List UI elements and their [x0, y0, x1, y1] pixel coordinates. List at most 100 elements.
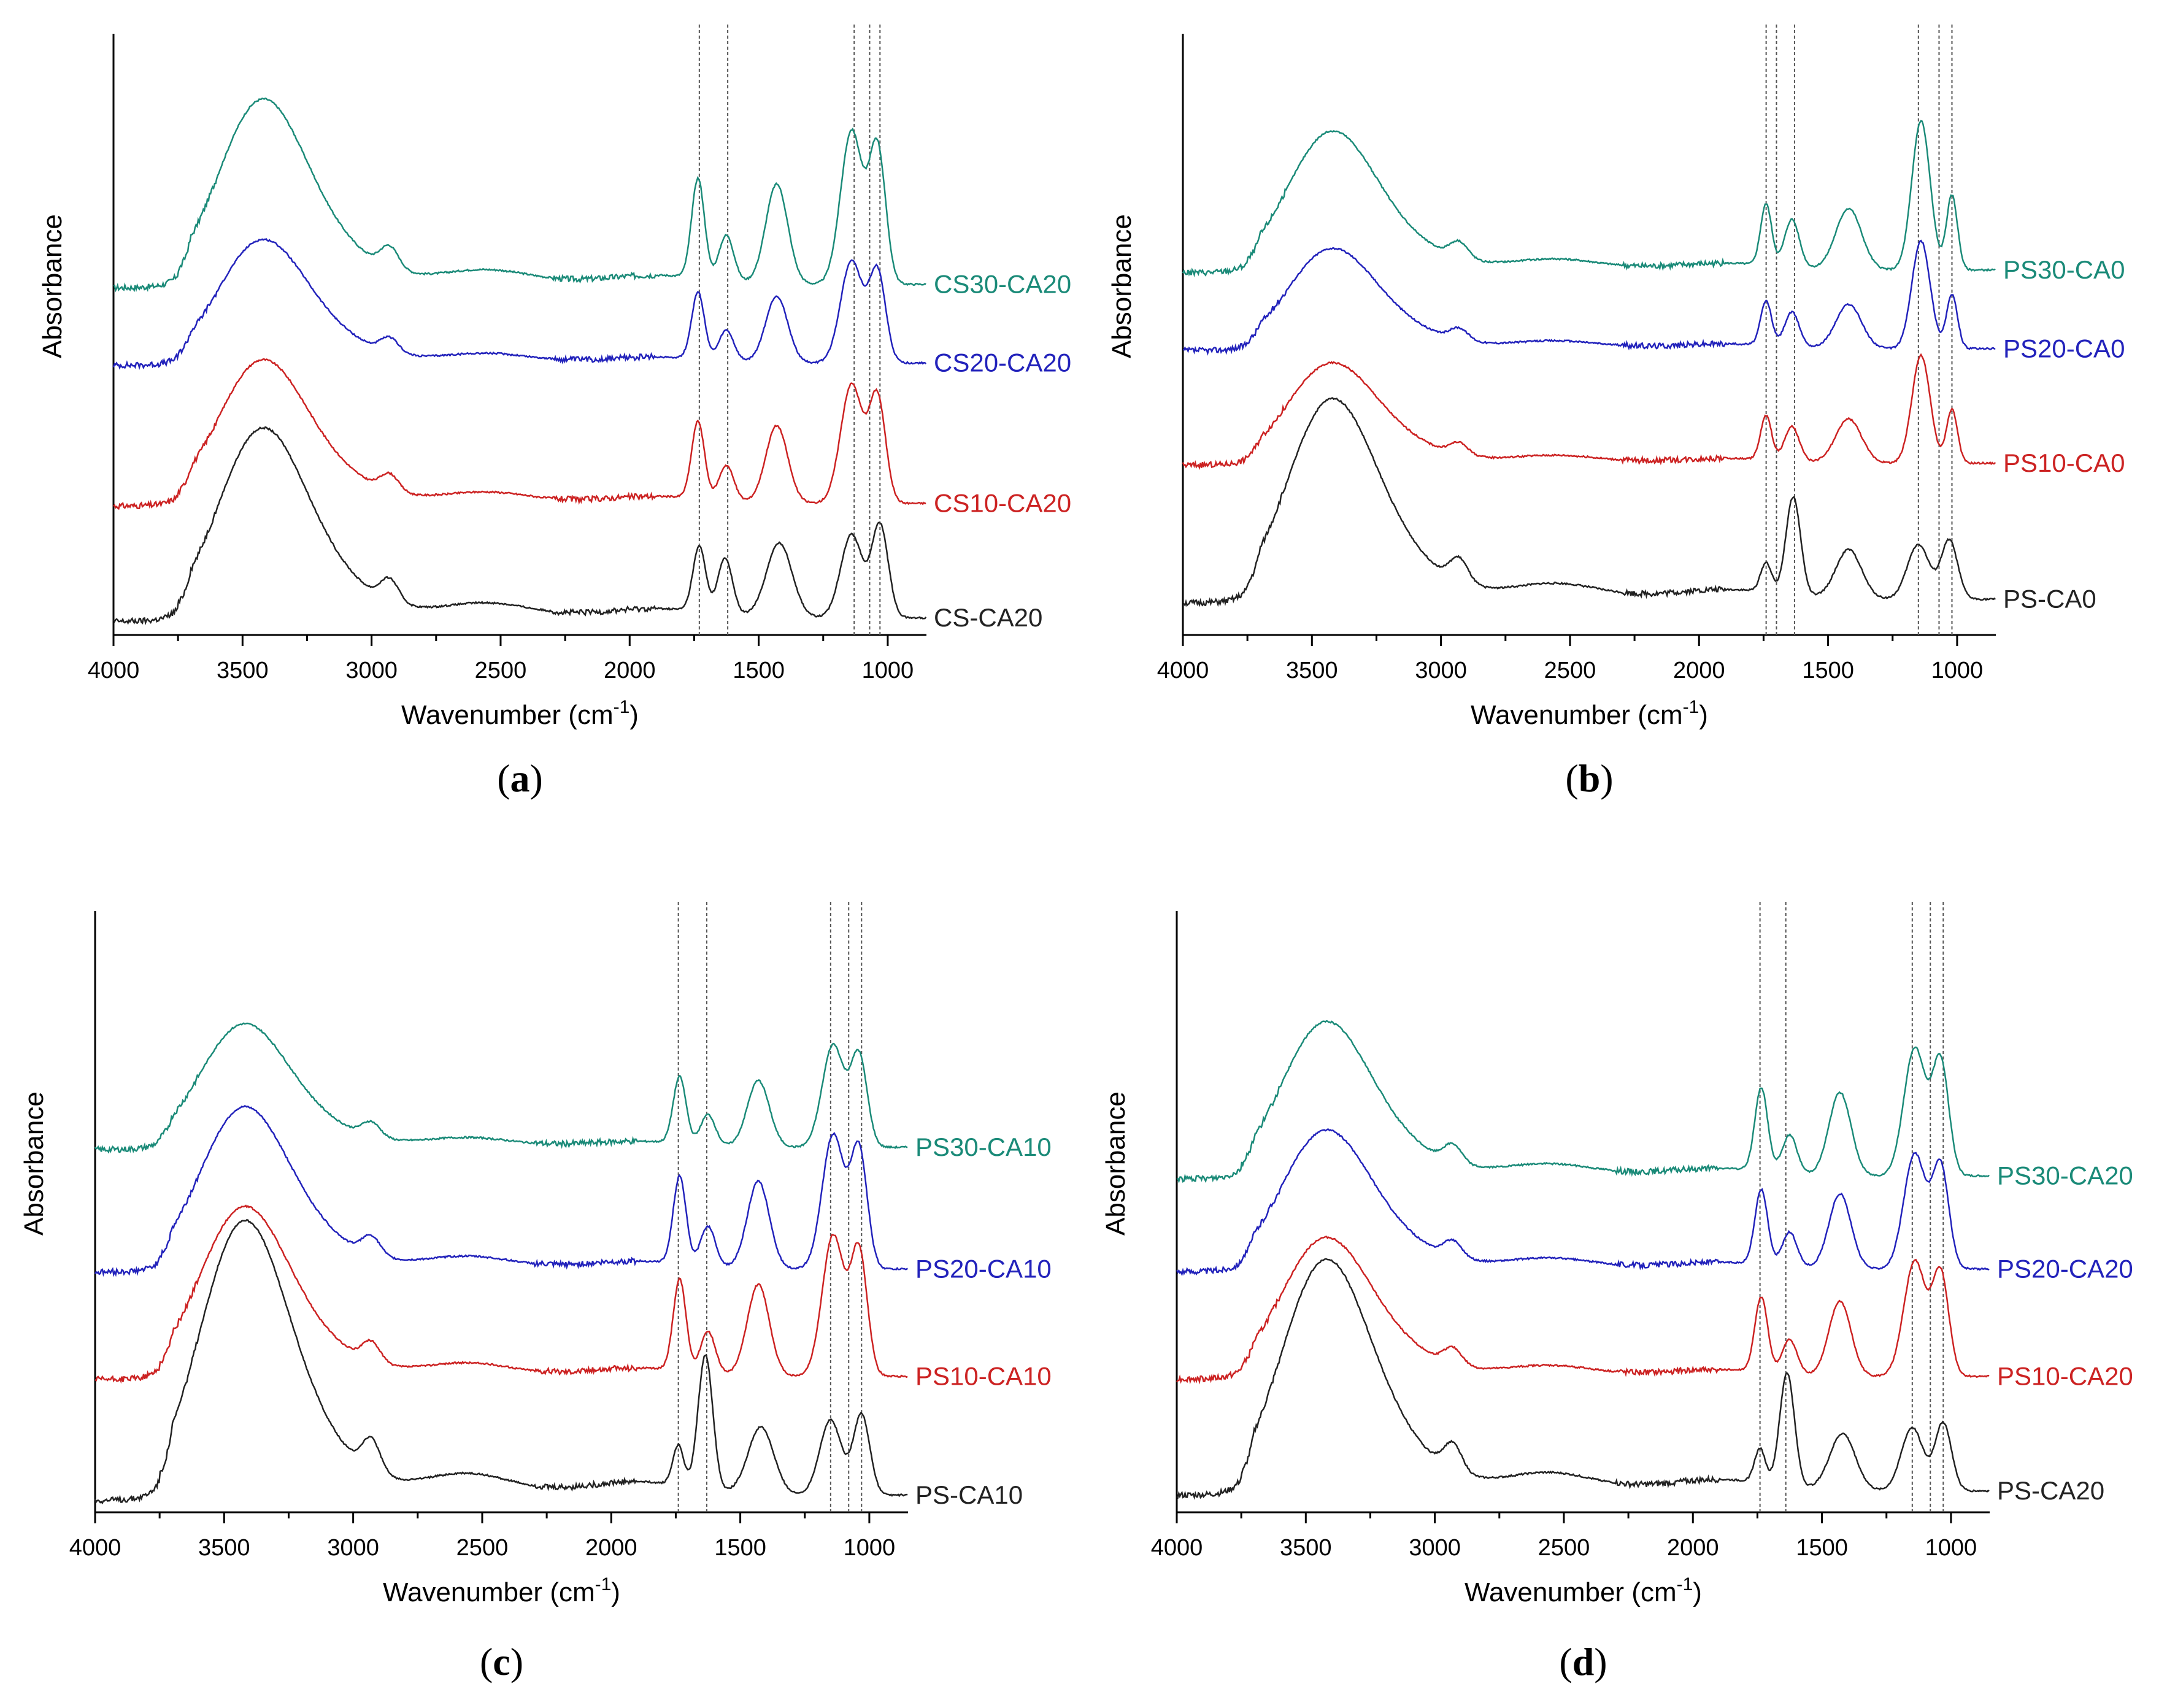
series-label: CS10-CA20	[934, 488, 1071, 517]
x-axis-label-sup: -1	[1683, 697, 1699, 717]
series-line	[112, 238, 927, 371]
series-line	[112, 426, 927, 626]
series-label: PS30-CA20	[1997, 1161, 2133, 1190]
x-axis-label-end: )	[629, 700, 639, 730]
x-tick-label: 4000	[69, 1535, 121, 1561]
series-line	[113, 358, 926, 510]
x-tick-label: 1500	[714, 1535, 766, 1561]
series-label: PS10-CA10	[915, 1361, 1052, 1390]
x-axis-label: Wavenumber (cm-1)	[401, 697, 639, 730]
series-label: PS20-CA0	[2003, 334, 2125, 363]
panel-label: (a)	[497, 756, 543, 800]
x-axis-label-text: Wavenumber (cm	[383, 1577, 595, 1607]
series-line	[94, 1204, 908, 1384]
panel-c: 4000 3500 3000 2500 2000 1500 1000 Wavenumber (…	[19, 902, 1052, 1683]
panel-paren-open: (	[497, 756, 510, 800]
x-tick-label: 2000	[1667, 1535, 1719, 1561]
series-label: PS-CA20	[1997, 1476, 2104, 1505]
series-label: PS20-CA20	[1997, 1254, 2133, 1283]
panel-label: (d)	[1559, 1640, 1607, 1683]
x-tick-label: 4000	[1157, 658, 1209, 683]
series-label: PS10-CA20	[1997, 1361, 2133, 1390]
panel-letter: b	[1579, 756, 1601, 800]
x-tick-label: 3000	[1415, 658, 1467, 683]
series-line	[1182, 397, 1996, 607]
series-label: PS-CA10	[915, 1480, 1023, 1509]
series-label: PS-CA0	[2003, 585, 2096, 614]
x-tick-label: 3000	[345, 658, 398, 683]
x-axis-label-end: )	[611, 1577, 620, 1607]
series-label: CS-CA20	[934, 603, 1042, 632]
x-tick-label: 1000	[844, 1535, 896, 1561]
panel-paren-close: )	[1600, 756, 1613, 800]
series-line	[1182, 239, 1996, 356]
x-tick-label: 1500	[733, 658, 785, 683]
panel-paren-open: (	[1559, 1640, 1572, 1683]
panel-b: 4000 3500 3000 2500 2000 1500 1000 Wavenumber (…	[1107, 25, 2125, 800]
panel-a: 4000 3500 3000 2500 2000 1500 1000 Wavenumber (…	[37, 25, 1071, 800]
x-tick-label: 3500	[1280, 1535, 1332, 1561]
series-line	[113, 97, 926, 293]
y-axis-label: Absorbance	[37, 214, 67, 358]
x-axis-label-text: Wavenumber (cm	[1471, 700, 1683, 730]
x-tick-label: 4000	[88, 658, 140, 683]
series-line	[1176, 1258, 1990, 1500]
x-tick-label: 2000	[1673, 658, 1725, 683]
x-tick-label: 3000	[327, 1535, 379, 1561]
x-tick-label: 2500	[1544, 658, 1596, 683]
x-tick-label: 2500	[475, 658, 527, 683]
panel-d: 4000 3500 3000 2500 2000 1500 1000 Wavenumber (…	[1101, 902, 2133, 1683]
x-tick-label: 2500	[456, 1535, 509, 1561]
x-tick-label: 3000	[1409, 1535, 1461, 1561]
x-tick-label: 1500	[1802, 658, 1854, 683]
x-axis-label-sup: -1	[614, 697, 630, 717]
series-line	[1176, 1128, 1990, 1277]
x-axis-label-end: )	[1699, 700, 1708, 730]
panel-paren-open: (	[1565, 756, 1578, 800]
x-tick-label: 3500	[198, 1535, 250, 1561]
panel-label: (b)	[1565, 756, 1613, 800]
series-line	[94, 1218, 908, 1505]
series-label: CS30-CA20	[934, 269, 1071, 298]
x-tick-label: 1000	[1925, 1535, 1977, 1561]
x-axis-label-text: Wavenumber (cm	[1465, 1577, 1677, 1607]
x-axis-label-end: )	[1693, 1577, 1702, 1607]
y-axis-label: Absorbance	[1101, 1091, 1131, 1236]
series-label: PS30-CA10	[915, 1133, 1052, 1161]
x-axis-label-text: Wavenumber (cm	[401, 700, 614, 730]
series-label: CS20-CA20	[934, 348, 1071, 377]
x-tick-label: 1500	[1796, 1535, 1848, 1561]
x-tick-label: 2500	[1538, 1535, 1590, 1561]
panel-letter: a	[510, 756, 530, 800]
series-line	[1182, 120, 1996, 278]
x-axis-label: Wavenumber (cm-1)	[383, 1574, 620, 1607]
panel-paren-open: (	[480, 1640, 493, 1683]
panel-letter: c	[493, 1640, 510, 1683]
series-line	[1182, 353, 1996, 471]
panel-letter: d	[1572, 1640, 1595, 1683]
series-line	[94, 1022, 908, 1154]
x-axis-label: Wavenumber (cm-1)	[1471, 697, 1708, 730]
x-axis-label-sup: -1	[595, 1574, 612, 1595]
x-tick-label: 4000	[1151, 1535, 1203, 1561]
x-tick-label: 3500	[1286, 658, 1338, 683]
panel-paren-close: )	[530, 756, 543, 800]
series-label: PS30-CA0	[2003, 255, 2125, 284]
series-line	[94, 1105, 909, 1277]
panel-label: (c)	[480, 1640, 523, 1683]
x-tick-label: 2000	[585, 1535, 637, 1561]
series-label: PS20-CA10	[915, 1254, 1052, 1283]
x-axis-label: Wavenumber (cm-1)	[1465, 1574, 1702, 1607]
x-tick-label: 1000	[862, 658, 914, 683]
y-axis-label: Absorbance	[19, 1091, 49, 1236]
x-tick-label: 3500	[217, 658, 269, 683]
series-line	[1176, 1236, 1990, 1385]
series-label: PS10-CA0	[2003, 448, 2125, 477]
x-tick-label: 2000	[604, 658, 656, 683]
panel-paren-close: )	[1594, 1640, 1607, 1683]
y-axis-label: Absorbance	[1107, 214, 1137, 358]
x-tick-label: 1000	[1931, 658, 1984, 683]
x-axis-label-sup: -1	[1677, 1574, 1693, 1595]
series-line	[1176, 1020, 1990, 1184]
